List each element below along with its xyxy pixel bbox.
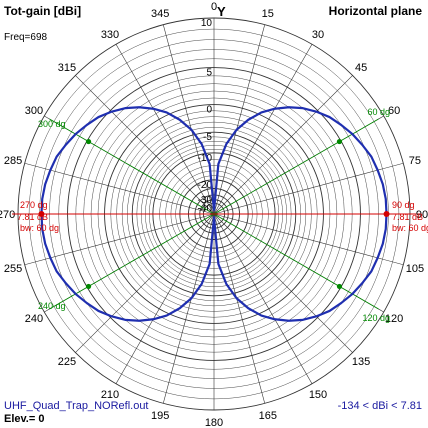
angle-tick-label: 345 bbox=[151, 8, 169, 20]
angle-tick-label: 60 bbox=[388, 105, 400, 117]
elevation-label: Elev.= 0 bbox=[4, 413, 45, 425]
frequency-label: Freq=698 bbox=[4, 32, 48, 43]
max-gain-marker bbox=[38, 211, 45, 217]
angle-tick-label: 270 bbox=[0, 209, 15, 221]
beamwidth-marker bbox=[336, 283, 343, 290]
angle-tick-label: 30 bbox=[312, 29, 324, 41]
angle-tick-label: 135 bbox=[352, 356, 370, 368]
angle-tick-label: 195 bbox=[151, 410, 169, 422]
beamwidth-line bbox=[213, 213, 379, 310]
max-gain-marker bbox=[383, 211, 390, 217]
beamwidth-line bbox=[49, 118, 215, 215]
angle-tick-label: 90 bbox=[416, 209, 428, 221]
beamwidth-label: 120 dg bbox=[362, 313, 390, 323]
grid-spoke bbox=[162, 213, 215, 404]
gain-pattern-line bbox=[40, 106, 388, 322]
radial-tick-label: 5 bbox=[206, 68, 212, 79]
radial-tick-label: -30 bbox=[198, 195, 213, 206]
grid-spoke bbox=[213, 75, 353, 215]
radial-tick-label: 0 bbox=[206, 105, 212, 116]
radial-tick-label: -10 bbox=[198, 153, 213, 164]
angle-tick-label: 0 bbox=[211, 1, 217, 13]
grid-spoke bbox=[213, 213, 266, 404]
angle-tick-label: 45 bbox=[355, 62, 367, 74]
radial-tick-label: -5 bbox=[203, 132, 212, 143]
plane-label: Horizontal plane bbox=[328, 4, 422, 18]
max-right-angle-label: 90 dg bbox=[392, 200, 415, 210]
angle-tick-label: 225 bbox=[58, 356, 76, 368]
filename-label: UHF_Quad_Trap_NORefl.out bbox=[4, 400, 149, 412]
beamwidth-line bbox=[213, 118, 379, 215]
angle-tick-label: 210 bbox=[101, 389, 119, 401]
grid-spoke bbox=[213, 213, 353, 353]
angle-tick-label: 315 bbox=[58, 62, 76, 74]
grid-spoke bbox=[213, 213, 313, 384]
grid-spoke bbox=[162, 24, 215, 215]
grid-spoke bbox=[75, 75, 215, 215]
beamwidth-marker bbox=[336, 138, 343, 145]
radial-tick-label: 10 bbox=[201, 18, 213, 29]
grid-spoke bbox=[213, 24, 266, 215]
angle-tick-label: 15 bbox=[262, 8, 274, 20]
radial-tick-label: -20 bbox=[198, 180, 213, 191]
angle-tick-label: 300 bbox=[25, 105, 43, 117]
beamwidth-label: 240 dg bbox=[38, 301, 66, 311]
chart-title: Tot-gain [dBi] bbox=[4, 4, 82, 18]
angle-tick-label: 255 bbox=[4, 263, 22, 275]
grid-spoke bbox=[75, 213, 215, 353]
angle-tick-label: 105 bbox=[406, 263, 424, 275]
grid-spoke bbox=[24, 213, 215, 266]
y-axis-label: Y bbox=[217, 4, 226, 19]
gain-range-label: -134 < dBi < 7.81 bbox=[337, 400, 422, 412]
grid-spoke bbox=[213, 213, 404, 266]
beamwidth-marker bbox=[85, 138, 92, 145]
angle-tick-label: 75 bbox=[409, 155, 421, 167]
angle-tick-label: 120 bbox=[385, 313, 403, 325]
beamwidth-marker bbox=[85, 283, 92, 290]
grid-spoke bbox=[24, 162, 215, 215]
beamwidth-line bbox=[49, 213, 215, 310]
max-left-value-label: 7.81 dB bbox=[17, 212, 48, 222]
angle-tick-label: 150 bbox=[309, 389, 327, 401]
grid-spoke bbox=[213, 44, 313, 215]
angle-tick-label: 240 bbox=[25, 313, 43, 325]
angle-tick-label: 285 bbox=[4, 155, 22, 167]
grid-spoke bbox=[213, 162, 404, 215]
max-left-bw-label: bw: 60 dg bbox=[20, 223, 59, 233]
angle-tick-label: 330 bbox=[101, 29, 119, 41]
max-left-angle-label: 270 dg bbox=[20, 200, 48, 210]
grid-spoke bbox=[115, 44, 215, 215]
beamwidth-label: 60 dg bbox=[367, 107, 390, 117]
angle-tick-label: 165 bbox=[259, 410, 277, 422]
grid-spoke bbox=[115, 213, 215, 384]
max-right-value-label: 7.81 dB bbox=[392, 212, 423, 222]
max-right-bw-label: bw: 60 dg bbox=[392, 223, 428, 233]
angle-tick-label: 180 bbox=[205, 417, 223, 428]
beamwidth-label: 300 dg bbox=[38, 119, 66, 129]
